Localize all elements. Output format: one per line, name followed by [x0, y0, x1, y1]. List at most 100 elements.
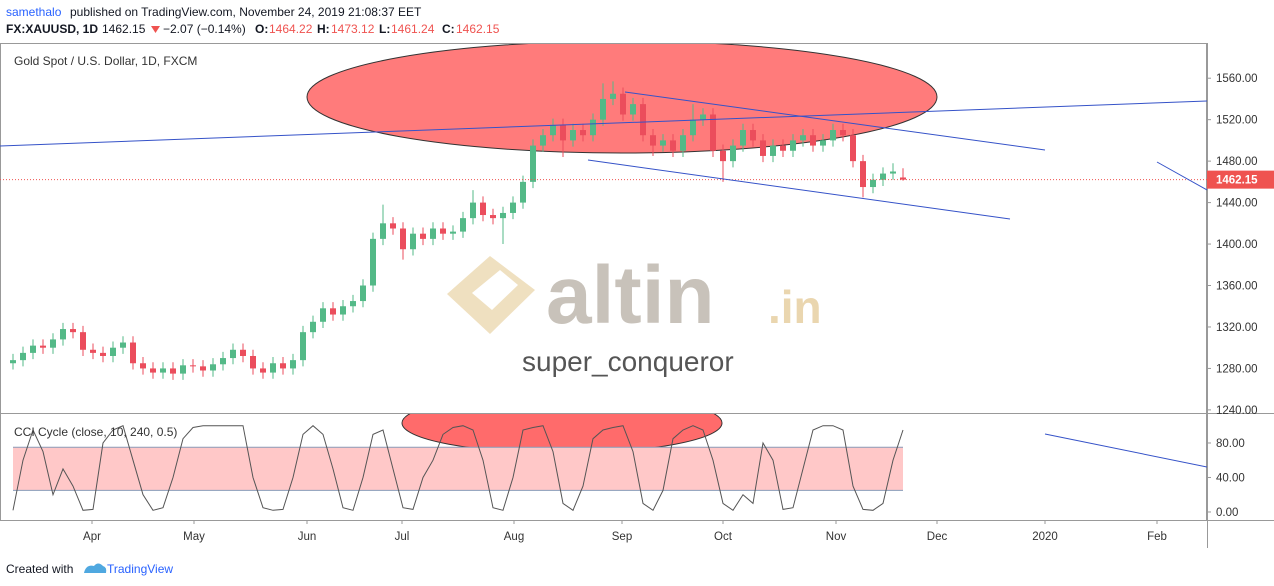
x-tick-label: Jun	[298, 531, 317, 543]
candle-body	[790, 140, 796, 151]
candle-body	[40, 345, 46, 348]
candle-body	[500, 212, 506, 219]
y-tick-label: 1480.00	[1216, 156, 1258, 168]
candle-body	[390, 223, 396, 229]
ohlc-value: 1461.24	[391, 22, 435, 36]
ohlc-value: 1473.12	[331, 22, 375, 36]
x-tick-label: Aug	[504, 531, 524, 543]
y-tick-label: 1440.00	[1216, 198, 1258, 210]
candle-body	[170, 368, 176, 374]
footer-text: Created with	[6, 562, 73, 576]
ohlc-label: L:	[379, 22, 390, 36]
trendline[interactable]	[1044, 433, 1207, 468]
candle-body	[580, 130, 586, 136]
candle-body	[460, 218, 466, 232]
candle-body	[730, 145, 736, 162]
y-tick-label: 40.00	[1216, 472, 1245, 484]
candle-body	[110, 347, 116, 356]
candle-body	[380, 223, 386, 239]
candle-body	[830, 130, 836, 141]
candle-body	[680, 135, 686, 151]
candle-body	[880, 173, 886, 180]
cci-plot	[12, 425, 904, 512]
candle-body	[700, 114, 706, 120]
candle-body	[350, 301, 356, 307]
candle-body	[280, 363, 286, 369]
cci-pane-title: CCI Cycle (close, 10, 240, 0.5)	[14, 425, 177, 439]
candle-body	[870, 179, 876, 188]
last-price: 1462.15	[102, 22, 146, 36]
candle-body	[900, 177, 906, 180]
candle-body	[750, 130, 756, 141]
candle-body	[620, 93, 626, 115]
candle-body	[610, 93, 616, 99]
candle-body	[890, 171, 896, 174]
author[interactable]: samethalo	[6, 5, 62, 19]
candle-body	[230, 349, 236, 359]
candle-body	[370, 238, 376, 286]
candle-body	[470, 202, 476, 219]
candle-body	[530, 145, 536, 182]
candle-body	[650, 135, 656, 146]
trendline[interactable]	[0, 100, 1207, 147]
x-tick-label: Nov	[826, 531, 847, 543]
candle-body	[540, 135, 546, 146]
candle-body	[200, 366, 206, 371]
candle-body	[140, 363, 146, 369]
y-tick-label: 1400.00	[1216, 239, 1258, 251]
ohlc-label: O:	[255, 22, 268, 36]
candle-body	[450, 231, 456, 234]
y-tick-label: 0.00	[1216, 507, 1238, 519]
cci-drawings	[401, 414, 1207, 468]
footer-brand[interactable]: TradingView	[107, 562, 173, 576]
candle-body	[330, 308, 336, 315]
watermark-logo-cut	[472, 270, 518, 310]
y-tick-label: 1240.00	[1216, 405, 1258, 417]
candle-body	[90, 349, 96, 353]
candle-body	[780, 145, 786, 151]
x-tick-label: Oct	[714, 531, 733, 543]
trendline[interactable]	[587, 159, 1011, 220]
candle-body	[10, 360, 16, 364]
main-pane-title: Gold Spot / U.S. Dollar, 1D, FXCM	[14, 54, 197, 68]
candle-body	[290, 360, 296, 369]
candle-body	[770, 145, 776, 156]
candle-body	[560, 124, 566, 141]
x-tick-label: Feb	[1147, 531, 1167, 543]
candle-body	[690, 119, 696, 136]
candle-body	[660, 140, 666, 146]
axes: 1240.00 1280.00 1320.00 1360.00 1400.00 1440.…	[83, 73, 1274, 543]
candle-body	[400, 228, 406, 250]
ohlc-value: 1462.15	[456, 22, 500, 36]
candle-body	[340, 306, 346, 315]
candle-body	[550, 124, 556, 136]
candle-body	[60, 329, 66, 340]
candle-body	[300, 332, 306, 361]
watermark: altin .in	[447, 250, 822, 341]
candle-body	[100, 352, 106, 356]
candle-body	[310, 321, 316, 333]
x-tick-label: 2020	[1032, 531, 1058, 543]
candle-body	[760, 140, 766, 156]
ohlc-label: H:	[317, 22, 330, 36]
trendlines	[0, 91, 1207, 220]
footer-logo	[84, 563, 107, 573]
trendline[interactable]	[624, 91, 1046, 151]
watermark-user: super_conqueror	[522, 346, 734, 377]
x-tick-label: Dec	[927, 531, 948, 543]
x-tick-label: Apr	[83, 531, 101, 543]
candle-body	[820, 140, 826, 146]
trendline[interactable]	[1156, 161, 1207, 191]
candle-body	[50, 339, 56, 348]
candle-body	[720, 150, 726, 162]
candles	[0, 81, 1207, 380]
candle-body	[130, 342, 136, 364]
candle-body	[270, 363, 276, 373]
y-tick-label: 1520.00	[1216, 115, 1258, 127]
candle-body	[190, 365, 196, 367]
x-tick-label: May	[183, 531, 205, 543]
cci-line	[12, 425, 904, 512]
y-tick-label: 1560.00	[1216, 73, 1258, 85]
candle-body	[590, 119, 596, 136]
